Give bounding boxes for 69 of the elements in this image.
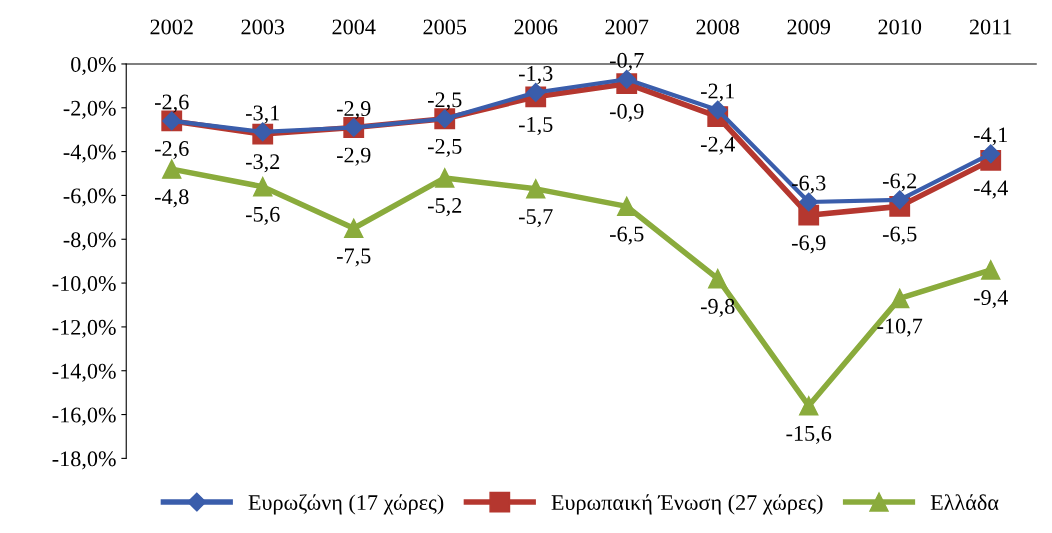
point [890,288,910,309]
data-label: -6,3 [791,175,826,194]
x-tick-label: 2008 [696,19,740,35]
data-label: -2,9 [336,101,371,120]
point [708,100,728,120]
y-tick-label: -2,0% [63,100,116,119]
point [708,268,728,289]
data-label: -4,4 [973,180,1008,199]
point [253,176,273,197]
x-tick-label: 2002 [150,19,193,35]
point [799,396,819,416]
y-tick-label: -18,0% [52,451,116,470]
y-tick-label: -12,0% [52,319,116,339]
data-label: -10,7 [877,318,923,337]
data-label: -2,1 [700,83,734,102]
legend-label: Ευρωζώνη (17 χώρες) [248,494,444,515]
x-tick-label: 2004 [332,19,376,35]
data-label: -6,9 [791,235,826,254]
data-label: -5,7 [518,209,553,228]
data-label: -9,4 [973,290,1008,309]
x-tick-label: 2003 [241,19,285,35]
point [617,69,637,89]
data-label: -4,8 [154,189,189,208]
data-label: -9,8 [700,298,735,317]
point [799,192,819,212]
data-label: -7,5 [336,248,371,267]
data-label: -4,1 [973,127,1007,146]
point [526,179,546,199]
data-label: -2,6 [154,94,189,113]
data-label: -2,6 [154,141,189,160]
point [617,196,637,217]
point [344,218,364,239]
data-label: -5,6 [245,206,280,225]
data-label: -6,5 [609,226,644,245]
x-tick-label: 2009 [787,19,831,35]
data-label: -1,5 [518,117,553,136]
y-tick-label: -4,0% [63,144,116,163]
data-label: -2,5 [427,92,462,111]
data-label: -5,2 [427,198,462,217]
x-tick-label: 2011 [969,19,1012,35]
point [435,168,455,188]
data-label: -0,7 [609,52,644,72]
legend-label: Ελλάδα [930,494,999,511]
x-tick-label: 2005 [423,19,467,35]
y-tick-label: -8,0% [63,232,116,251]
y-tick-label: -14,0% [52,363,116,382]
point [980,260,1001,280]
data-label: -2,4 [700,136,735,155]
x-tick-label: 2007 [605,19,649,35]
legend-label: Ευρωπαική Ένωση (27 χώρες) [551,494,823,515]
data-label: -6,5 [882,226,917,245]
y-tick-label: -16,0% [52,407,116,426]
data-label: -2,5 [427,138,462,158]
data-label: -3,2 [245,154,280,173]
y-tick-label: -6,0% [63,188,116,207]
data-label: -1,3 [518,66,553,85]
data-label: -6,2 [882,173,917,192]
data-label: -15,6 [786,425,832,445]
data-label: -0,9 [609,103,644,122]
point [526,82,546,102]
data-label: -3,1 [245,105,279,124]
point [890,190,910,210]
point [981,144,1001,164]
x-tick-label: 2010 [878,19,922,35]
data-label: -2,9 [336,147,371,166]
point [162,159,182,179]
y-tick-label: 0,0% [71,56,116,76]
x-tick-label: 2006 [514,19,558,35]
y-tick-label: -10,0% [52,276,116,295]
